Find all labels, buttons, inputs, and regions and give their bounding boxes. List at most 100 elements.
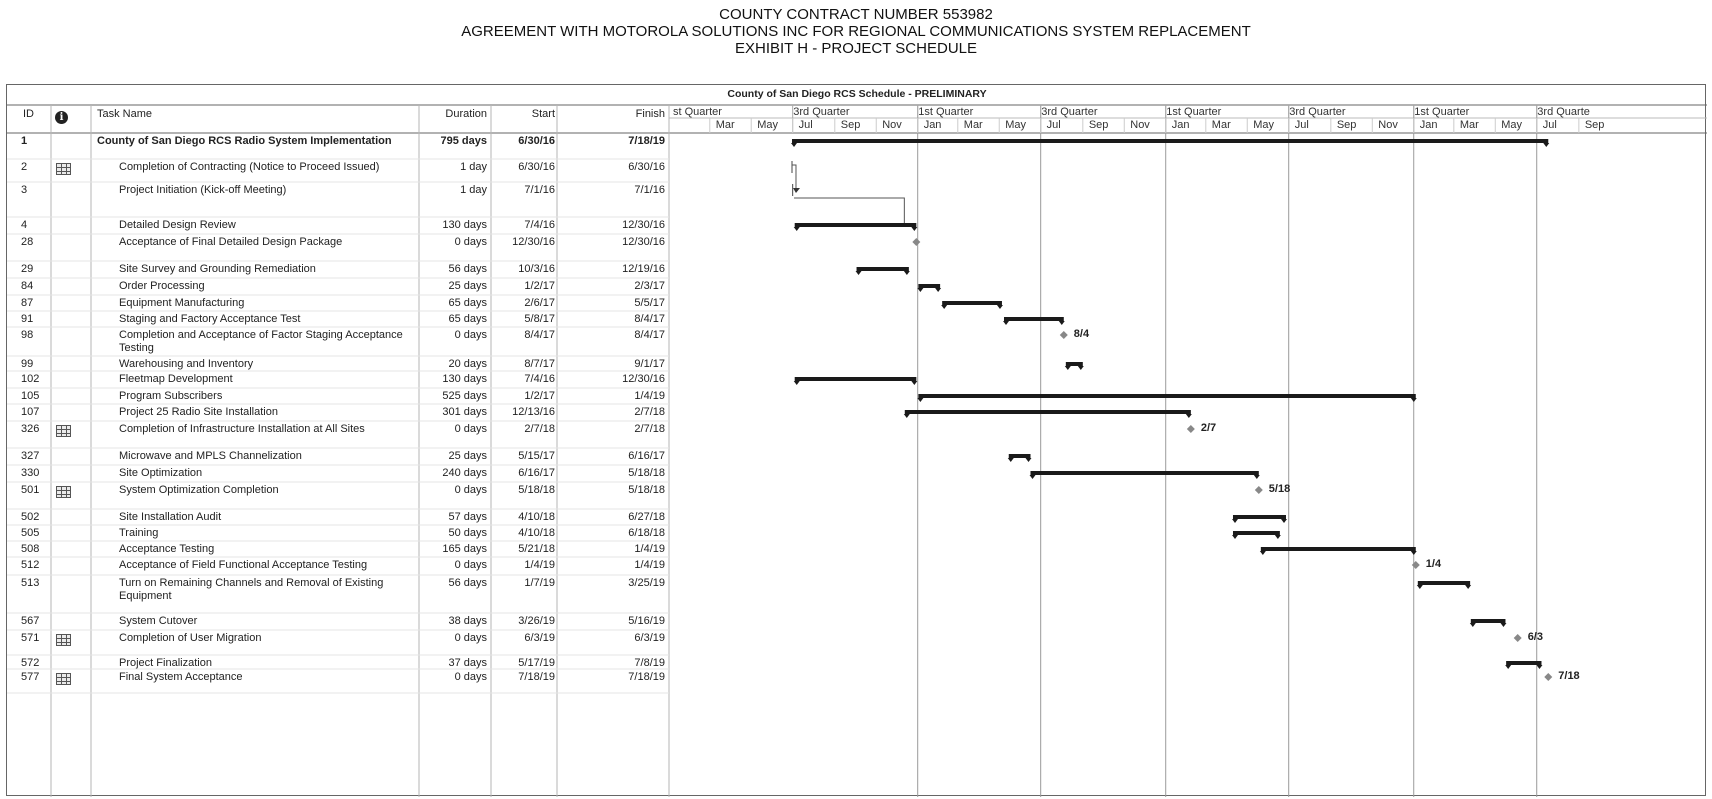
task-bar xyxy=(1065,362,1083,366)
task-start: 6/30/16 xyxy=(518,135,555,147)
task-name: Fleetmap Development xyxy=(119,373,233,385)
col-header-finish[interactable]: Finish xyxy=(635,108,665,120)
task-start: 6/30/16 xyxy=(518,161,555,173)
task-start: 12/30/16 xyxy=(512,236,555,248)
task-finish: 5/18/18 xyxy=(628,467,665,479)
task-bar-start-cap xyxy=(1416,585,1423,589)
task-id: 327 xyxy=(21,450,40,462)
calendar-icon xyxy=(56,486,71,498)
task-id: 572 xyxy=(21,657,40,669)
calendar-icon xyxy=(56,163,71,175)
task-id: 326 xyxy=(21,423,40,435)
task-bar-start-cap xyxy=(903,414,910,418)
col-header-task-name[interactable]: Task Name xyxy=(97,108,153,120)
task-id: 91 xyxy=(21,313,34,325)
task-id: 513 xyxy=(21,577,40,589)
calendar-icon xyxy=(56,425,71,437)
task-name: Completion of Contracting (Notice to Pro… xyxy=(119,161,380,173)
task-bar-end-cap xyxy=(1253,475,1260,479)
task-bar-end-cap xyxy=(935,288,942,292)
task-bar-start-cap xyxy=(917,398,924,402)
task-finish: 8/4/17 xyxy=(634,313,665,325)
task-duration: 301 days xyxy=(442,406,487,418)
task-bar-end-cap xyxy=(1465,585,1472,589)
task-duration: 65 days xyxy=(448,313,487,325)
task-duration: 0 days xyxy=(454,329,487,341)
task-name: Final System Acceptance xyxy=(119,671,243,683)
task-duration: 130 days xyxy=(442,373,487,385)
task-duration: 56 days xyxy=(448,577,487,589)
task-bar-end-cap xyxy=(911,227,918,231)
dependency-arrow xyxy=(792,188,800,193)
task-start: 2/6/17 xyxy=(524,297,555,309)
task-bar-end-cap xyxy=(1274,535,1281,539)
task-duration: 38 days xyxy=(448,615,487,627)
task-name: Site Survey and Grounding Remediation xyxy=(119,263,316,275)
task-bar-start-cap xyxy=(1231,535,1238,539)
task-bar-start-cap xyxy=(1259,551,1266,555)
task-id: 3 xyxy=(21,184,28,196)
milestone-diamond xyxy=(1186,425,1195,433)
task-id: 512 xyxy=(21,559,40,571)
month-label: May xyxy=(1253,119,1275,131)
task-bar xyxy=(794,377,917,381)
quarter-label: 3rd Quarter xyxy=(1041,106,1098,118)
task-start: 5/18/18 xyxy=(518,484,555,496)
task-name: Staging and Factory Acceptance Test xyxy=(119,313,301,325)
task-duration: 20 days xyxy=(448,358,487,370)
month-label: May xyxy=(1005,119,1027,131)
task-bar-end-cap xyxy=(1025,458,1032,462)
task-start: 6/3/19 xyxy=(524,632,555,644)
task-duration: 50 days xyxy=(448,527,487,539)
task-start: 4/10/18 xyxy=(518,511,555,523)
task-id: 84 xyxy=(21,280,34,292)
task-duration: 240 days xyxy=(442,467,487,479)
task-name: Completion of User Migration xyxy=(119,632,262,644)
task-bar-start-cap xyxy=(793,381,800,385)
task-finish: 3/25/19 xyxy=(628,577,665,589)
task-bar-start-cap xyxy=(790,143,797,147)
task-duration: 1 day xyxy=(460,184,487,196)
task-name: Site Optimization xyxy=(119,467,203,479)
task-id: 571 xyxy=(21,632,40,644)
task-start: 12/13/16 xyxy=(512,406,555,418)
quarter-label: 1st Quarter xyxy=(1414,106,1470,118)
task-bar-start-cap xyxy=(1469,623,1476,627)
task-bar xyxy=(1506,661,1542,665)
task-finish: 6/3/19 xyxy=(634,632,665,644)
month-label: May xyxy=(757,119,778,131)
task-id: 2 xyxy=(21,161,28,173)
month-label: Mar xyxy=(1211,119,1231,131)
task-duration: 25 days xyxy=(448,280,487,292)
info-icon[interactable]: i xyxy=(55,111,68,124)
task-name: Project 25 Radio Site Installation xyxy=(119,406,278,418)
task-name: Completion of Infrastructure Installatio… xyxy=(119,423,365,435)
task-bar-end-cap xyxy=(1185,414,1192,418)
task-duration: 0 days xyxy=(454,423,487,435)
month-label: Jul xyxy=(1542,119,1557,131)
task-id: 502 xyxy=(21,511,40,523)
task-id: 505 xyxy=(21,527,40,539)
milestone-date-label: 6/3 xyxy=(1527,631,1543,643)
task-id: 28 xyxy=(21,236,34,248)
col-header-id[interactable]: ID xyxy=(23,108,34,120)
task-duration: 56 days xyxy=(448,263,487,275)
task-bar xyxy=(1260,547,1416,551)
month-label: Jul xyxy=(1046,119,1061,131)
task-bar xyxy=(918,284,941,288)
task-id: 4 xyxy=(21,219,28,231)
task-start: 8/7/17 xyxy=(524,358,555,370)
milestone-diamond xyxy=(1254,486,1263,494)
gantt-sheet: County of San Diego RCS Schedule - PRELI… xyxy=(6,84,1707,797)
task-name: Turn on Remaining Channels and Removal o… xyxy=(119,577,384,602)
task-finish: 2/7/18 xyxy=(634,423,665,435)
milestone-diamond xyxy=(912,238,921,246)
col-header-duration[interactable]: Duration xyxy=(445,108,487,120)
task-start: 2/7/18 xyxy=(524,423,555,435)
milestone-diamond xyxy=(1513,634,1522,642)
task-name: Site Installation Audit xyxy=(119,511,222,523)
month-label: Sep xyxy=(1336,119,1357,131)
task-finish: 1/4/19 xyxy=(634,559,665,571)
col-header-start[interactable]: Start xyxy=(531,108,555,120)
month-label: Jul xyxy=(798,119,813,131)
